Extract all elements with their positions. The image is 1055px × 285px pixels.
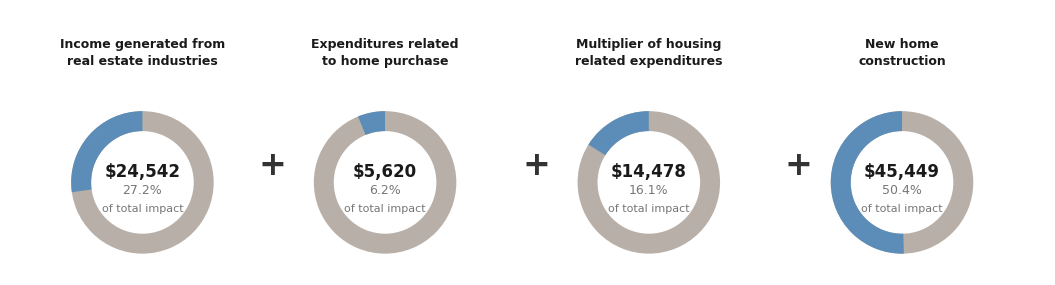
Wedge shape [358,111,385,135]
Wedge shape [71,111,142,192]
Text: +: + [258,149,286,182]
Wedge shape [577,111,721,254]
Text: New home
construction: New home construction [858,38,946,68]
Text: Income generated from
real estate industries: Income generated from real estate indust… [60,38,225,68]
Text: of total impact: of total impact [861,204,943,215]
Text: $5,620: $5,620 [353,163,417,181]
Text: Expenditures related
to home purchase: Expenditures related to home purchase [311,38,459,68]
Wedge shape [313,111,457,254]
Text: +: + [522,149,550,182]
Text: 27.2%: 27.2% [122,184,162,198]
Text: of total impact: of total impact [608,204,690,215]
Text: $24,542: $24,542 [104,163,180,181]
Text: 50.4%: 50.4% [882,184,922,198]
Text: +: + [785,149,812,182]
Wedge shape [830,111,974,254]
Text: $14,478: $14,478 [611,163,687,181]
Wedge shape [71,111,214,254]
Text: of total impact: of total impact [101,204,184,215]
Wedge shape [589,111,649,155]
Wedge shape [830,111,904,254]
Text: of total impact: of total impact [344,204,426,215]
Text: $45,449: $45,449 [864,163,940,181]
Text: 16.1%: 16.1% [629,184,669,198]
Text: Multiplier of housing
related expenditures: Multiplier of housing related expenditur… [575,38,723,68]
Text: 6.2%: 6.2% [369,184,401,198]
